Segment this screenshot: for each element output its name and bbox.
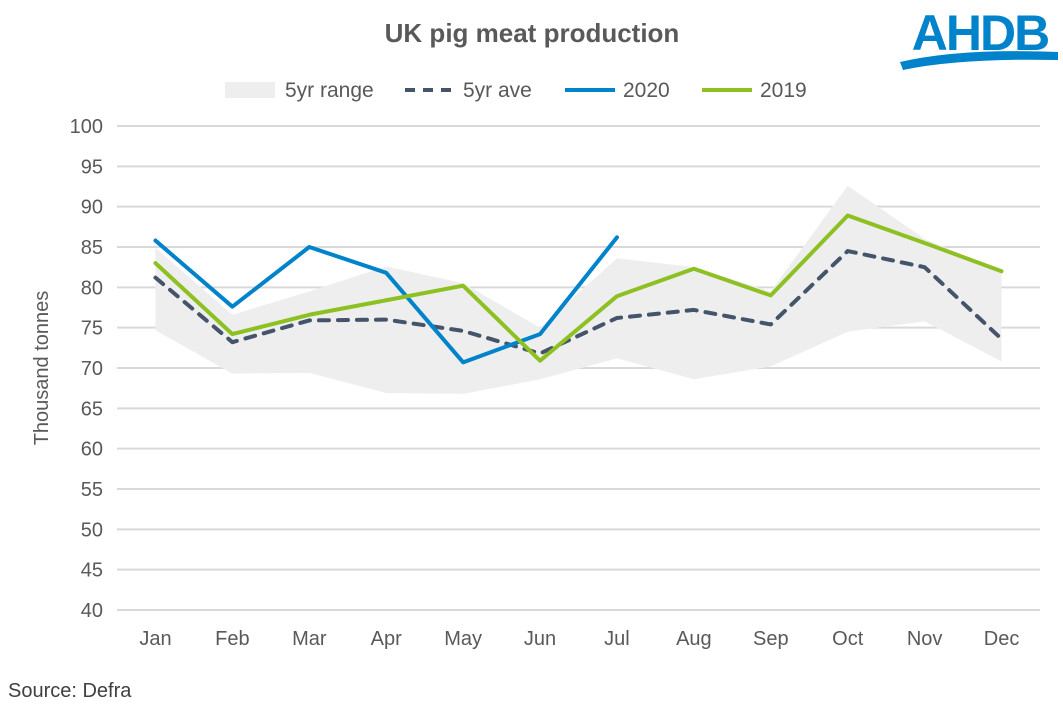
y-tick-label: 95 <box>81 156 103 178</box>
legend: 5yr range 5yr ave 2020 2019 <box>225 79 807 102</box>
y-tick-label: 65 <box>81 398 103 420</box>
x-tick-label: Mar <box>292 628 327 650</box>
axes: 40 45 50 55 60 65 70 75 80 85 90 95 100 Jan Feb Mar Apr M… <box>70 116 1020 650</box>
legend-label: 5yr range <box>285 79 374 102</box>
x-tick-label: Feb <box>215 628 249 650</box>
y-tick-label: 75 <box>81 318 103 340</box>
y-tick-label: 40 <box>81 600 103 622</box>
x-tick-label: Jan <box>139 628 171 650</box>
x-tick-label: Aug <box>676 628 712 650</box>
plot-area <box>153 185 1004 394</box>
x-tick-label: Sep <box>753 628 789 650</box>
legend-swatch <box>225 82 275 98</box>
y-tick-label: 60 <box>81 439 103 461</box>
series-line-2019 <box>153 213 1004 363</box>
x-tick-label: Jul <box>604 628 630 650</box>
x-tick-label: Oct <box>832 628 864 650</box>
x-tick-label: Apr <box>371 628 402 650</box>
chart-title: UK pig meat production <box>385 18 680 48</box>
y-tick-label: 55 <box>81 479 103 501</box>
source-note: Source: Defra <box>8 680 132 702</box>
x-tick-label: Jun <box>524 628 556 650</box>
legend-label: 2020 <box>623 79 670 102</box>
series-line-5yr-ave <box>153 249 1004 356</box>
y-tick-label: 80 <box>81 277 103 299</box>
x-tick-label: May <box>444 628 482 650</box>
x-tick-label: Nov <box>907 628 943 650</box>
ahdb-logo: AHDB <box>900 5 1058 70</box>
y-tick-label: 50 <box>81 519 103 541</box>
y-axis-label: Thousand tonnes <box>31 291 53 446</box>
y-tick-label: 70 <box>81 358 103 380</box>
y-tick-label: 85 <box>81 237 103 259</box>
y-tick-label: 100 <box>70 116 103 138</box>
legend-label: 5yr ave <box>463 79 532 102</box>
range-band <box>155 185 1002 394</box>
y-tick-label: 90 <box>81 197 103 219</box>
legend-label: 2019 <box>760 79 807 102</box>
y-tick-label: 45 <box>81 560 103 582</box>
series-line-2020 <box>153 235 619 365</box>
x-tick-label: Dec <box>984 628 1020 650</box>
